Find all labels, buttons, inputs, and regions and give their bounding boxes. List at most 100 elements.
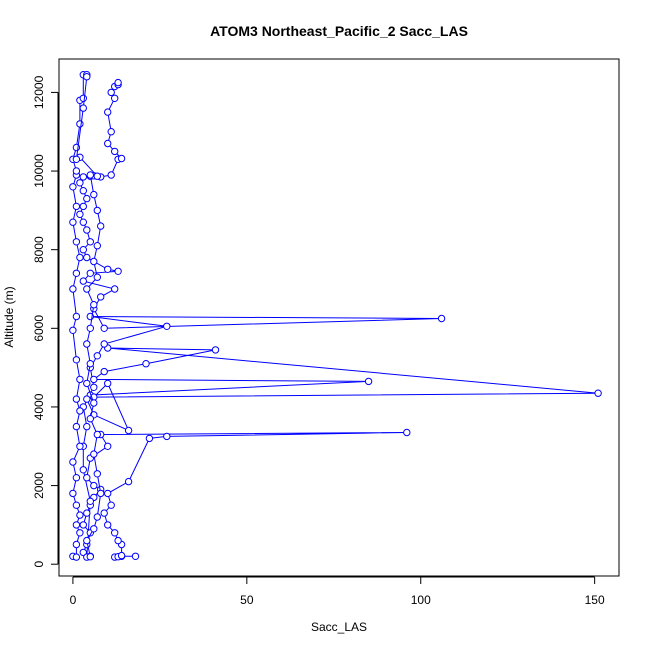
data-point bbox=[594, 389, 602, 397]
data-point bbox=[107, 171, 115, 179]
data-point bbox=[124, 426, 133, 435]
y-axis-label: Altitude (m) bbox=[2, 286, 16, 347]
data-point bbox=[93, 206, 102, 215]
data-point bbox=[83, 509, 91, 517]
data-point bbox=[90, 375, 98, 384]
data-point bbox=[90, 190, 98, 199]
data-point bbox=[69, 218, 77, 226]
data-point bbox=[90, 257, 98, 266]
data-point bbox=[93, 172, 102, 180]
y-tick-label: 0 bbox=[32, 561, 46, 568]
data-point bbox=[69, 458, 77, 466]
data-point bbox=[124, 477, 133, 486]
data-point bbox=[72, 474, 81, 482]
data-point bbox=[76, 529, 84, 537]
data-point bbox=[83, 536, 91, 545]
data-point bbox=[83, 395, 91, 403]
data-point bbox=[93, 430, 102, 439]
data-point bbox=[76, 442, 84, 450]
data-point bbox=[86, 497, 95, 505]
data-point bbox=[83, 285, 91, 293]
data-point bbox=[79, 187, 88, 195]
data-point bbox=[69, 285, 77, 293]
data-point bbox=[104, 489, 112, 498]
plot-frame bbox=[58, 58, 620, 577]
data-point bbox=[104, 139, 112, 148]
data-point bbox=[211, 346, 220, 354]
data-point bbox=[107, 88, 115, 97]
x-axis: 0 50 100 150 bbox=[70, 576, 605, 607]
data-point bbox=[72, 167, 81, 175]
data-point bbox=[86, 553, 95, 561]
data-point bbox=[76, 375, 84, 384]
data-point bbox=[104, 108, 112, 116]
data-point bbox=[79, 218, 88, 226]
y-tick-label: 6000 bbox=[32, 315, 46, 342]
data-point bbox=[111, 285, 119, 293]
data-point bbox=[107, 501, 115, 509]
y-tick-label: 4000 bbox=[32, 393, 46, 420]
data-point bbox=[100, 367, 108, 376]
data-point bbox=[90, 383, 98, 391]
chart-title: ATOM3 Northeast_Pacific_2 Sacc_LAS bbox=[210, 23, 468, 39]
data-point bbox=[93, 352, 102, 360]
data-point bbox=[72, 501, 81, 509]
data-point bbox=[114, 78, 122, 87]
data-point bbox=[111, 147, 119, 156]
data-point bbox=[83, 422, 91, 431]
data-point bbox=[76, 511, 84, 519]
data-point bbox=[76, 210, 84, 219]
y-axis: 0 2000 4000 6000 8000 10000 12000 bbox=[32, 75, 59, 568]
data-point bbox=[142, 360, 150, 368]
y-tick-label: 12000 bbox=[32, 75, 46, 109]
series-2 bbox=[69, 71, 91, 561]
series-1 bbox=[76, 78, 602, 561]
data-point bbox=[93, 513, 102, 521]
data-point bbox=[72, 202, 81, 211]
data-point bbox=[117, 551, 126, 560]
data-point bbox=[72, 422, 81, 431]
data-point bbox=[76, 253, 84, 262]
data-point bbox=[72, 269, 81, 277]
data-point bbox=[104, 442, 112, 450]
data-point bbox=[104, 265, 112, 273]
data-point bbox=[72, 155, 81, 164]
data-point bbox=[72, 312, 81, 321]
data-point bbox=[69, 326, 77, 334]
x-axis-label: Sacc_LAS bbox=[311, 620, 367, 634]
data-point bbox=[364, 377, 373, 386]
data-point bbox=[83, 253, 91, 262]
data-point bbox=[90, 450, 98, 458]
y-tick-label: 2000 bbox=[32, 472, 46, 499]
data-point bbox=[100, 340, 108, 348]
data-point bbox=[76, 407, 84, 415]
data-point bbox=[69, 183, 77, 191]
data-point bbox=[83, 474, 91, 482]
x-tick-label: 100 bbox=[411, 593, 431, 607]
y-tick-label: 8000 bbox=[32, 236, 46, 263]
data-point bbox=[72, 395, 81, 403]
data-point bbox=[104, 379, 112, 388]
data-point bbox=[163, 432, 171, 441]
data-point bbox=[97, 293, 105, 301]
data-point bbox=[114, 536, 122, 545]
x-tick-label: 50 bbox=[240, 593, 254, 607]
data-point bbox=[79, 173, 88, 181]
data-point bbox=[79, 202, 88, 211]
data-point bbox=[86, 238, 95, 246]
data-point bbox=[90, 481, 98, 490]
data-point bbox=[86, 171, 95, 179]
data-point bbox=[72, 553, 81, 561]
data-point bbox=[86, 269, 95, 277]
data-point bbox=[111, 94, 119, 103]
data-point bbox=[107, 128, 115, 136]
data-point bbox=[131, 552, 140, 560]
data-point bbox=[117, 154, 126, 163]
plot-area bbox=[69, 71, 602, 561]
data-point bbox=[93, 273, 102, 281]
data-point bbox=[100, 324, 108, 332]
data-point bbox=[93, 470, 102, 478]
data-point bbox=[83, 379, 91, 388]
series-line bbox=[72, 74, 87, 558]
